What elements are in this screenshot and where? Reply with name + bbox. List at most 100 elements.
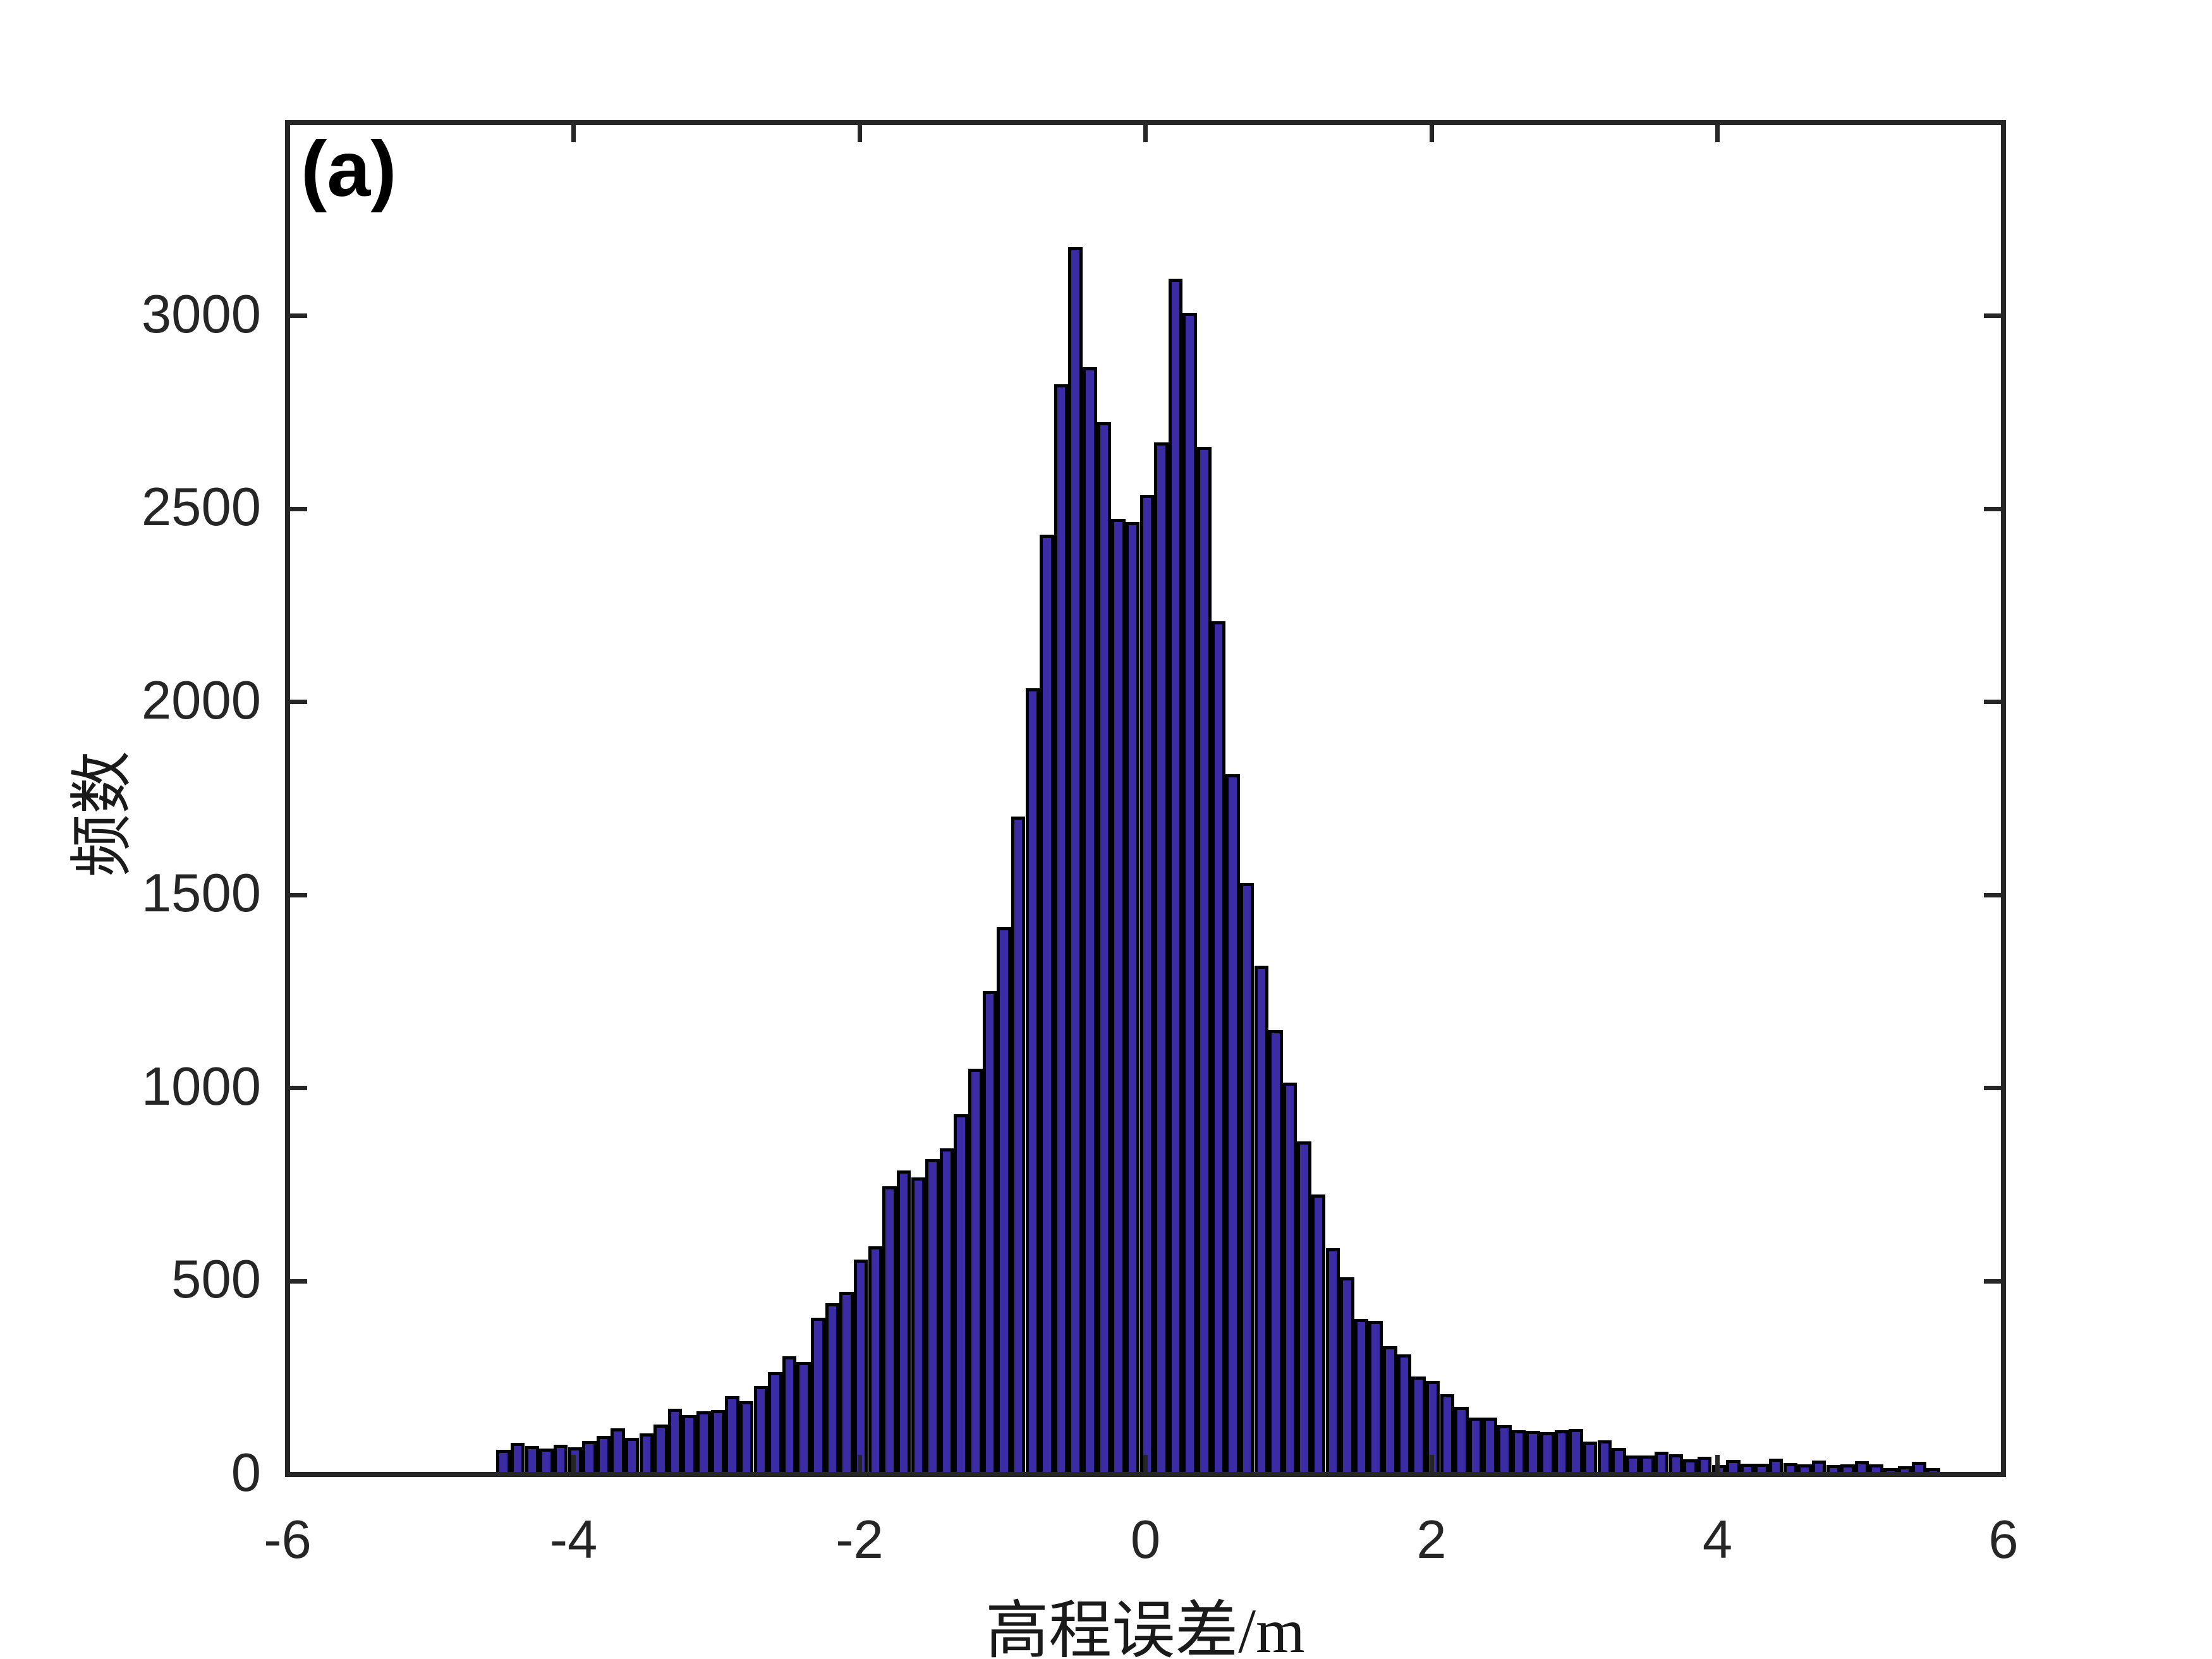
y-tick-label: 0 <box>231 1443 261 1504</box>
histogram-bar <box>768 1372 782 1472</box>
histogram-bar <box>1583 1442 1598 1472</box>
histogram-bar <box>1668 1454 1684 1472</box>
x-tick-mark <box>857 1455 862 1472</box>
histogram-bar <box>1754 1463 1769 1472</box>
histogram-bar <box>1626 1455 1641 1472</box>
histogram-bar <box>596 1436 611 1472</box>
x-axis-label: 高程误差/m <box>985 1596 1305 1659</box>
histogram-bar <box>653 1425 668 1472</box>
histogram-bar <box>1282 1083 1297 1472</box>
histogram-bar <box>1340 1277 1354 1472</box>
histogram-bar <box>1654 1452 1669 1472</box>
histogram-bar <box>1740 1463 1755 1472</box>
histogram-bar <box>811 1317 825 1472</box>
histogram-bar <box>1383 1346 1397 1472</box>
axes-box <box>285 120 2006 1477</box>
histogram-bar <box>968 1069 983 1472</box>
x-tick-label: 2 <box>1416 1510 1447 1570</box>
histogram-bar <box>1540 1432 1555 1472</box>
histogram-bar <box>1182 313 1197 1472</box>
histogram-bar <box>1139 494 1155 1472</box>
histogram-bar <box>710 1410 726 1472</box>
histogram-bar <box>1083 367 1097 1472</box>
histogram-bar <box>1011 816 1026 1472</box>
plot-area <box>285 125 2006 1477</box>
histogram-bar <box>1111 518 1126 1472</box>
histogram-bar <box>1526 1430 1540 1472</box>
histogram-bar <box>939 1148 954 1472</box>
histogram-bar <box>1368 1321 1383 1472</box>
y-tick-mark <box>1984 506 2001 511</box>
histogram-bar <box>1125 521 1140 1472</box>
histogram-bar <box>1912 1462 1926 1472</box>
x-tick-mark <box>1429 1455 1434 1472</box>
histogram-bar <box>739 1401 754 1472</box>
histogram-bar <box>1425 1380 1440 1472</box>
x-tick-mark <box>1715 125 1720 142</box>
histogram-bar <box>1612 1448 1626 1472</box>
y-tick-label: 3000 <box>141 284 261 344</box>
y-tick-mark <box>290 700 307 705</box>
x-tick-mark <box>1143 1455 1148 1472</box>
histogram-bar <box>1854 1461 1869 1472</box>
x-tick-mark <box>285 125 290 142</box>
y-tick-label: 1000 <box>141 1056 261 1117</box>
x-tick-label: 0 <box>1130 1510 1161 1570</box>
y-tick-mark <box>1984 313 2001 319</box>
histogram-bar <box>1297 1141 1311 1472</box>
x-tick-mark <box>2001 125 2006 142</box>
histogram-bar <box>1783 1462 1798 1472</box>
histogram-bar <box>667 1409 683 1472</box>
histogram-bar <box>1597 1440 1612 1472</box>
histogram-bar <box>796 1361 811 1472</box>
x-tick-label: 4 <box>1702 1510 1733 1570</box>
histogram-bar <box>868 1246 883 1472</box>
x-tick-mark <box>1715 1455 1720 1472</box>
histogram-bar <box>624 1438 640 1472</box>
histogram-bar <box>582 1441 597 1472</box>
x-tick-mark <box>2001 1455 2006 1472</box>
histogram-bar <box>1311 1194 1326 1472</box>
histogram-bar <box>1797 1464 1812 1472</box>
histogram-bar <box>611 1428 625 1472</box>
histogram-bar <box>1054 384 1069 1472</box>
histogram-bar <box>1440 1394 1455 1472</box>
histogram-bar <box>782 1356 797 1472</box>
histogram-bar <box>1497 1425 1512 1472</box>
x-tick-mark <box>285 1455 290 1472</box>
histogram-bar <box>896 1170 911 1472</box>
x-tick-mark <box>857 125 862 142</box>
y-tick-mark <box>1984 1279 2001 1284</box>
y-tick-mark <box>1984 1472 2001 1477</box>
y-tick-label: 2500 <box>141 477 261 538</box>
histogram-bar <box>725 1395 739 1472</box>
histogram-bar <box>1554 1430 1569 1472</box>
x-tick-label: -2 <box>836 1510 884 1570</box>
y-tick-label: 1500 <box>141 863 261 924</box>
y-tick-mark <box>290 1472 307 1477</box>
histogram-bar <box>1768 1459 1784 1472</box>
y-tick-mark <box>290 892 307 897</box>
histogram-bar <box>1569 1429 1583 1472</box>
y-tick-mark <box>290 1279 307 1284</box>
histogram-bar <box>525 1446 540 1472</box>
y-tick-mark <box>1984 700 2001 705</box>
histogram-bar <box>882 1186 897 1472</box>
histogram-bar <box>853 1259 868 1472</box>
histogram-bar <box>1726 1460 1741 1472</box>
x-tick-mark <box>1429 125 1434 142</box>
histogram-bar <box>825 1303 840 1472</box>
y-tick-label: 500 <box>171 1249 261 1310</box>
histogram-bar <box>1397 1354 1412 1472</box>
panel-label: (a) <box>301 126 397 213</box>
x-tick-mark <box>1143 125 1148 142</box>
histogram-bar <box>1468 1418 1483 1472</box>
histogram-bar <box>753 1386 769 1472</box>
histogram-bar <box>696 1411 711 1472</box>
histogram-bar <box>1254 965 1269 1472</box>
y-tick-mark <box>1984 892 2001 897</box>
histogram-bar <box>1025 688 1040 1472</box>
histogram-bar <box>1811 1461 1826 1472</box>
histogram-bar <box>1897 1466 1912 1472</box>
